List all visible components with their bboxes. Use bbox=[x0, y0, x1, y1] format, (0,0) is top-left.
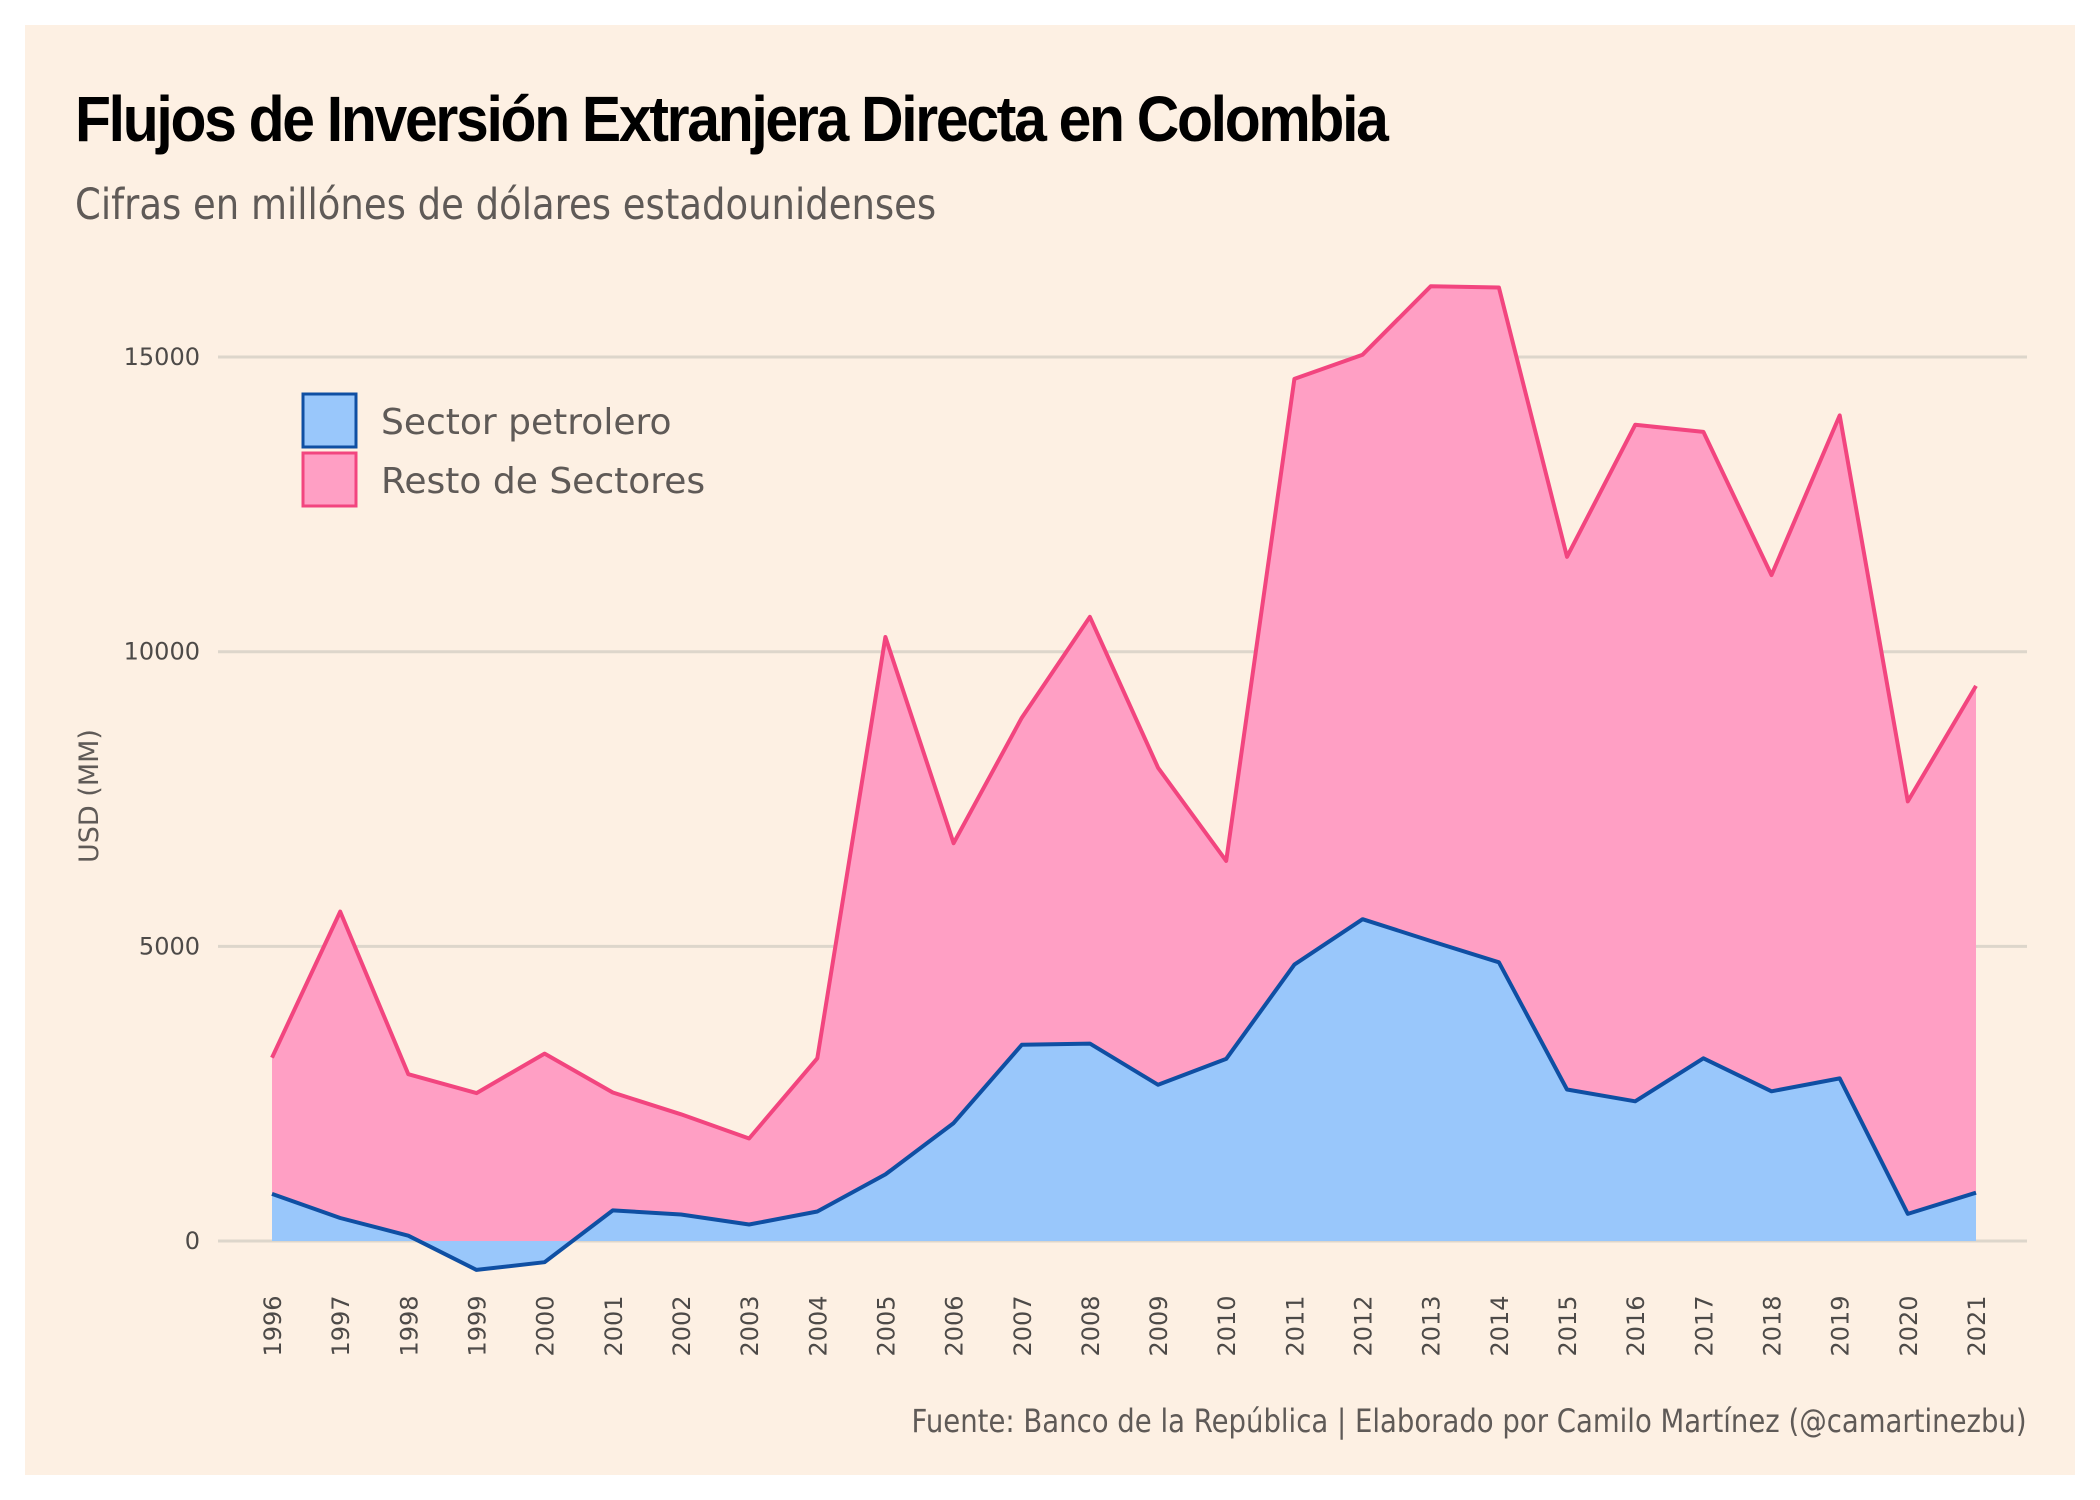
chart-title: Flujos de Inversión Extranjera Directa e… bbox=[75, 83, 1389, 155]
x-tick-label: 2018 bbox=[1759, 1295, 1787, 1356]
y-tick-label: 0 bbox=[185, 1227, 200, 1255]
x-tick-label: 1999 bbox=[464, 1295, 492, 1356]
legend-label-petrolero: Sector petrolero bbox=[381, 402, 672, 443]
x-tick-label: 2015 bbox=[1554, 1295, 1582, 1356]
x-tick-label: 2013 bbox=[1418, 1295, 1446, 1356]
x-tick-label: 2011 bbox=[1281, 1295, 1309, 1356]
x-tick-label: 2005 bbox=[872, 1295, 900, 1356]
x-tick-label: 2000 bbox=[532, 1295, 560, 1356]
x-tick-label: 2012 bbox=[1350, 1295, 1378, 1356]
x-tick-label: 2020 bbox=[1895, 1295, 1923, 1356]
chart-subtitle: Cifras en millónes de dólares estadounid… bbox=[75, 180, 937, 230]
x-tick-label: 2014 bbox=[1486, 1295, 1514, 1356]
x-tick-label: 2001 bbox=[600, 1295, 628, 1356]
x-tick-label: 2008 bbox=[1077, 1295, 1105, 1356]
x-tick-label: 2004 bbox=[804, 1295, 832, 1356]
x-tick-label: 2002 bbox=[668, 1295, 696, 1356]
area-sector-petrolero bbox=[272, 919, 1976, 1270]
x-tick-label: 2016 bbox=[1622, 1295, 1650, 1356]
line-sector-petrolero bbox=[271, 917, 1977, 1272]
area-resto-de-sectores bbox=[272, 286, 1976, 1270]
legend-label-resto: Resto de Sectores bbox=[381, 461, 705, 502]
x-tick-label: 2021 bbox=[1963, 1295, 1991, 1356]
line-resto-de-sectores bbox=[270, 284, 1978, 1141]
x-tick-label: 1997 bbox=[327, 1295, 355, 1356]
x-tick-label: 2006 bbox=[941, 1295, 969, 1356]
x-tick-label: 1996 bbox=[259, 1295, 287, 1356]
x-axis-ticks: 1996 1997 1998 1999 2000 2001 2002 2003 2004 2005… bbox=[259, 1295, 1991, 1356]
y-tick-label: 10000 bbox=[124, 638, 200, 666]
y-tick-label: 15000 bbox=[124, 343, 200, 371]
y-axis-ticks: 0 5000 10000 15000 bbox=[124, 343, 200, 1255]
legend-swatch-resto bbox=[301, 451, 358, 508]
y-tick-label: 5000 bbox=[139, 932, 200, 960]
y-axis-title: USD (MM) bbox=[74, 729, 105, 863]
x-tick-label: 2017 bbox=[1690, 1295, 1718, 1356]
x-tick-label: 2009 bbox=[1145, 1295, 1173, 1356]
x-tick-label: 2019 bbox=[1827, 1295, 1855, 1356]
x-tick-label: 2010 bbox=[1213, 1295, 1241, 1356]
x-tick-label: 1998 bbox=[395, 1295, 423, 1356]
x-tick-label: 2007 bbox=[1009, 1295, 1037, 1356]
chart-caption: Fuente: Banco de la República | Elaborad… bbox=[911, 1402, 2027, 1440]
legend: Sector petrolero Resto de Sectores bbox=[301, 392, 705, 508]
x-tick-label: 2003 bbox=[736, 1295, 764, 1356]
stacked-areas bbox=[272, 286, 1976, 1270]
series-lines bbox=[270, 284, 1978, 1272]
legend-swatch-petrolero bbox=[301, 392, 358, 449]
